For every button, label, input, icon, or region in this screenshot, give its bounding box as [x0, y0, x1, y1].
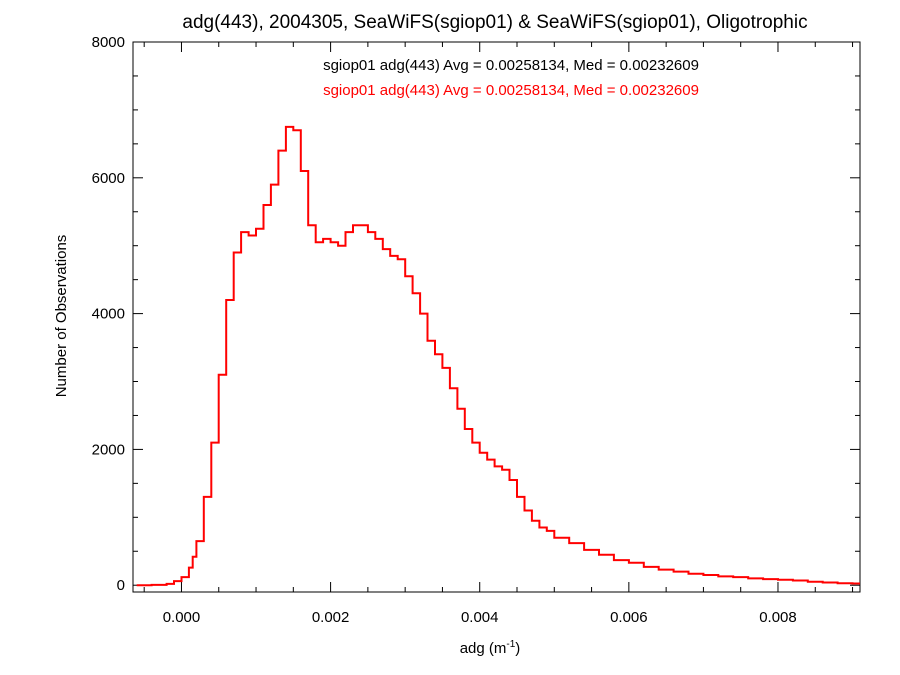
x-tick-label: 0.008 — [759, 609, 797, 626]
x-tick-label: 0.006 — [610, 609, 648, 626]
y-axis-label: Number of Observations — [53, 235, 70, 398]
y-tick-label: 6000 — [92, 170, 125, 187]
x-axis-ticks: 0.000 0.002 0.004 0.006 0.008 — [143, 42, 854, 626]
x-tick-label: 0.002 — [312, 609, 350, 626]
annotation-red: sgiop01 adg(443) Avg = 0.00258134, Med =… — [323, 82, 699, 99]
annotation-black: sgiop01 adg(443) Avg = 0.00258134, Med =… — [323, 57, 699, 74]
y-tick-label: 2000 — [92, 441, 125, 458]
plot-frame — [132, 41, 861, 593]
y-tick-label: 0 — [117, 577, 125, 594]
histogram-series-line — [136, 125, 860, 587]
x-tick-label: 0.000 — [163, 609, 201, 626]
y-tick-label: 8000 — [92, 34, 125, 51]
y-tick-label: 4000 — [92, 306, 125, 323]
x-tick-label: 0.004 — [461, 609, 499, 626]
y-axis-ticks: 0 2000 4000 6000 8000 — [92, 34, 860, 594]
chart-title: adg(443), 2004305, SeaWiFS(sgiop01) & Se… — [182, 12, 807, 33]
x-axis-label: adg (m-1) — [460, 639, 521, 657]
